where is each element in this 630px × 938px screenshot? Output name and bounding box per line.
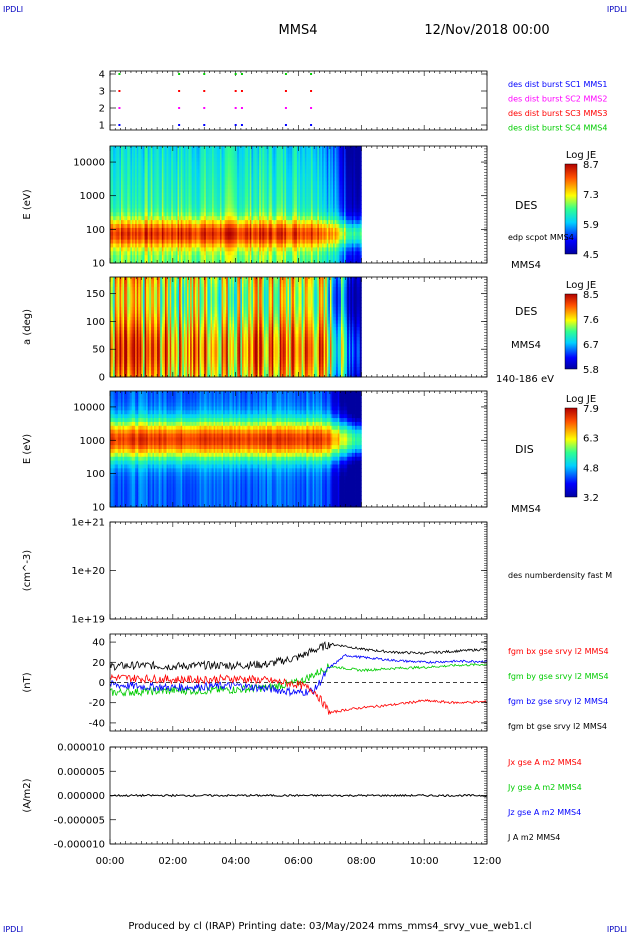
burst-panel-ytick-label: 4	[99, 70, 105, 81]
burst-marker	[235, 90, 237, 92]
des-energy-panel-cell	[360, 247, 362, 251]
burst-marker	[178, 107, 180, 109]
burst-marker	[285, 107, 287, 109]
burst-panel-frame	[110, 71, 487, 130]
des-energy-panel-cell	[360, 169, 362, 173]
burst-marker	[178, 73, 180, 75]
des-energy-panel-cell	[360, 236, 362, 240]
date-title: 12/Nov/2018 00:00	[424, 23, 549, 38]
des-energy-panel-cell	[360, 240, 362, 244]
burst-marker	[285, 124, 287, 126]
footer-text: Produced by cl (IRAP) Printing date: 03/…	[128, 921, 531, 932]
burst-marker	[203, 124, 205, 126]
burst-panel-legend-entry: des dist burst SC3 MMS3	[508, 109, 607, 118]
des-energy-panel-cell	[360, 154, 362, 158]
spacecraft-title: MMS4	[279, 23, 318, 38]
des-energy-panel-cell	[360, 224, 362, 228]
des-energy-panel-cell	[360, 251, 362, 255]
des-energy-panel-cell	[360, 201, 362, 205]
corner-label-bl: IPDLI	[3, 925, 23, 934]
des-energy-panel-cell	[360, 193, 362, 197]
des-energy-panel-cell	[360, 197, 362, 201]
burst-marker	[310, 124, 312, 126]
burst-marker	[178, 90, 180, 92]
burst-panel-legend-entry: des dist burst SC2 MMS2	[508, 95, 607, 104]
burst-panel-ytick-label: 2	[99, 104, 105, 115]
burst-marker	[285, 90, 287, 92]
des-energy-panel-cell	[360, 208, 362, 212]
burst-marker	[235, 73, 237, 75]
des-energy-panel-cell	[360, 177, 362, 181]
des-energy-panel-cell	[360, 220, 362, 224]
burst-marker	[241, 73, 243, 75]
burst-panel-legend-entry: des dist burst SC4 MMS4	[508, 124, 607, 133]
corner-label-tr: IPDLI	[607, 5, 627, 14]
burst-panel-legend-entry: des dist burst SC1 MMS1	[508, 80, 607, 89]
des-energy-panel-cell	[360, 228, 362, 232]
burst-marker	[241, 124, 243, 126]
burst-marker	[203, 107, 205, 109]
des-energy-panel-cell	[360, 173, 362, 177]
burst-marker	[241, 107, 243, 109]
des-energy-panel-cell	[360, 205, 362, 209]
des-energy-panel-cells	[110, 146, 362, 263]
des-energy-panel-cell	[360, 244, 362, 248]
burst-marker	[310, 107, 312, 109]
des-energy-panel-cell	[360, 216, 362, 220]
des-energy-panel-cell	[360, 162, 362, 166]
burst-marker	[285, 73, 287, 75]
des-energy-panel-cell	[360, 189, 362, 193]
corner-label-br: IPDLI	[607, 925, 627, 934]
burst-marker	[310, 73, 312, 75]
burst-marker	[118, 124, 120, 126]
des-energy-panel-cell	[360, 158, 362, 162]
des-energy-panel-cell	[360, 181, 362, 185]
burst-marker	[203, 90, 205, 92]
burst-panel-ytick-label: 3	[99, 87, 105, 98]
des-energy-panel-cell	[360, 232, 362, 236]
des-energy-panel-cell	[360, 166, 362, 170]
burst-marker	[235, 107, 237, 109]
burst-marker	[118, 107, 120, 109]
burst-marker	[118, 73, 120, 75]
des-energy-panel-cell	[360, 212, 362, 216]
burst-marker	[203, 73, 205, 75]
burst-marker	[310, 90, 312, 92]
corner-label-tl: IPDLI	[3, 5, 23, 14]
burst-marker	[118, 90, 120, 92]
burst-marker	[241, 90, 243, 92]
burst-marker	[178, 124, 180, 126]
burst-marker	[235, 124, 237, 126]
burst-panel-ytick-label: 1	[99, 121, 105, 132]
des-energy-panel-cell	[360, 185, 362, 189]
